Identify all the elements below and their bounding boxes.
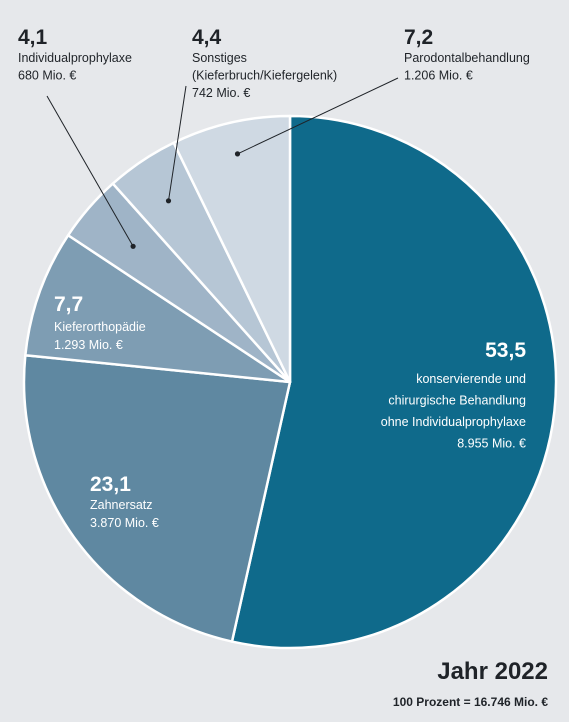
slice-amount-sonstiges: 742 Mio. €: [192, 86, 250, 100]
slice-label-zahnersatz: Zahnersatz: [90, 498, 153, 512]
total-label: 100 Prozent = 16.746 Mio. €: [393, 695, 548, 709]
slice-amount-konservierende-und: 8.955 Mio. €: [457, 437, 526, 451]
leader-line-individualprophylaxe: [46, 95, 134, 247]
slice-label-individualprophylaxe: Individualprophylaxe: [18, 51, 132, 65]
pie-slice-zahnersatz: [22, 354, 292, 643]
leader-lines: [46, 77, 399, 249]
slice-label-sonstiges: (Kieferbruch/Kiefergelenk): [192, 69, 337, 83]
pie-slice-kieferorthop-die: [24, 234, 292, 384]
leader-line-parodontalbehandlung: [237, 77, 399, 155]
slice-percent-parodontalbehandlung: 7,2: [404, 26, 433, 49]
year-label: Jahr 2022: [437, 658, 548, 685]
slice-label-sonstiges: Sonstiges: [192, 51, 247, 65]
slice-percent-kieferorthop-die: 7,7: [54, 293, 83, 316]
slice-amount-parodontalbehandlung: 1.206 Mio. €: [404, 69, 473, 83]
slice-amount-zahnersatz: 3.870 Mio. €: [90, 516, 159, 530]
slice-percent-individualprophylaxe: 4,1: [18, 26, 48, 49]
slice-percent-sonstiges: 4,4: [192, 26, 222, 49]
slice-label-konservierende-und: konservierende und: [416, 372, 526, 386]
leader-dot-sonstiges: [165, 198, 172, 204]
slice-label-kieferorthop-die: Kieferorthopädie: [54, 320, 146, 334]
slice-amount-individualprophylaxe: 680 Mio. €: [18, 69, 76, 83]
slice-label-konservierende-und: chirurgische Behandlung: [388, 394, 526, 408]
slice-label-konservierende-und: ohne Individualprophylaxe: [381, 415, 526, 429]
slice-labels: 53,5 konservierende und chirurgische Behan…: [18, 26, 530, 530]
slice-percent-konservierende-und: 53,5: [485, 339, 526, 362]
leader-line-sonstiges: [168, 85, 187, 201]
pie-slice-konservierende-und: [230, 114, 558, 650]
slice-amount-kieferorthop-die: 1.293 Mio. €: [54, 338, 123, 352]
leader-dot-parodontalbehandlung: [234, 151, 241, 157]
slice-percent-zahnersatz: 23,1: [90, 473, 131, 496]
slice-label-parodontalbehandlung: Parodontalbehandlung: [404, 51, 530, 65]
pie-slice-parodontalbehandlung: [172, 114, 292, 384]
leader-dot-individualprophylaxe: [130, 243, 136, 249]
pie-slices: [22, 114, 558, 650]
